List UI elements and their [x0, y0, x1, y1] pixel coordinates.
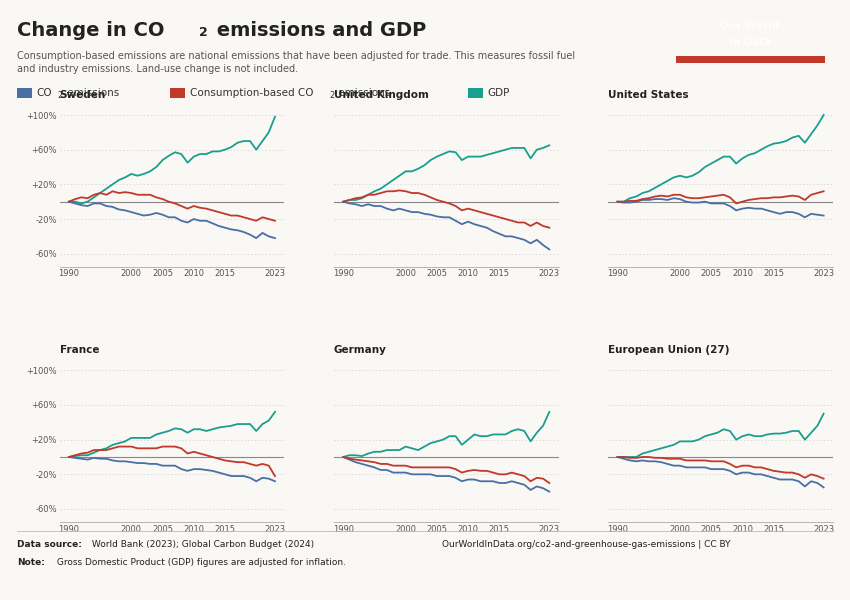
- Text: Germany: Germany: [334, 345, 387, 355]
- Bar: [676, 56, 824, 63]
- Text: Note:: Note:: [17, 558, 45, 567]
- Text: Consumption-based emissions are national emissions that have been adjusted for t: Consumption-based emissions are national…: [17, 51, 575, 74]
- Text: Our World: Our World: [720, 21, 779, 31]
- Text: 2: 2: [58, 91, 63, 100]
- Text: OurWorldInData.org/co2-and-greenhouse-gas-emissions | CC BY: OurWorldInData.org/co2-and-greenhouse-ga…: [442, 540, 730, 549]
- Text: 2: 2: [330, 91, 335, 100]
- Text: CO: CO: [37, 88, 52, 98]
- Text: Change in CO: Change in CO: [17, 21, 165, 40]
- Text: Consumption-based CO: Consumption-based CO: [190, 88, 313, 98]
- Text: in Data: in Data: [728, 37, 772, 47]
- Text: France: France: [60, 345, 99, 355]
- Text: United Kingdom: United Kingdom: [334, 90, 428, 100]
- Text: European Union (27): European Union (27): [608, 345, 729, 355]
- Text: World Bank (2023); Global Carbon Budget (2024): World Bank (2023); Global Carbon Budget …: [89, 540, 314, 549]
- Text: GDP: GDP: [487, 88, 509, 98]
- Text: emissions: emissions: [335, 88, 390, 98]
- Text: Gross Domestic Product (GDP) figures are adjusted for inflation.: Gross Domestic Product (GDP) figures are…: [54, 558, 346, 567]
- Text: Data source:: Data source:: [17, 540, 82, 549]
- Text: United States: United States: [608, 90, 689, 100]
- Text: emissions: emissions: [64, 88, 119, 98]
- Text: Sweden: Sweden: [60, 90, 105, 100]
- Text: 2: 2: [199, 26, 207, 39]
- Text: emissions and GDP: emissions and GDP: [210, 21, 426, 40]
